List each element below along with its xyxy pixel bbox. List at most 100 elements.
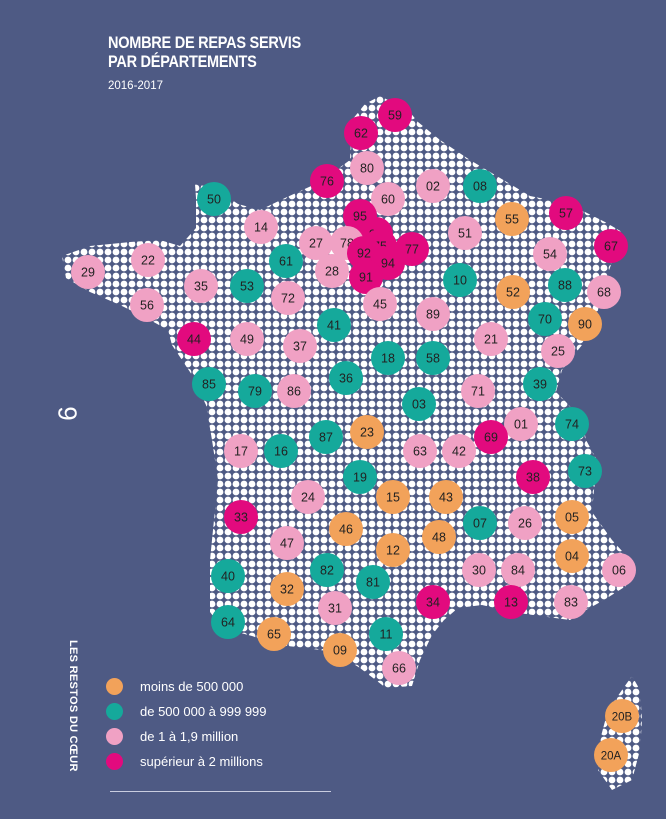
title-line-1: NOMBRE DE REPAS SERVIS	[108, 34, 301, 52]
department-marker-46: 46	[329, 512, 363, 546]
department-circle-32	[270, 572, 304, 606]
department-code-28: 28	[325, 265, 339, 279]
department-marker-73: 73	[568, 454, 602, 488]
department-code-20A: 20A	[601, 751, 622, 763]
department-code-70: 70	[538, 313, 552, 327]
department-marker-51: 51	[448, 216, 482, 250]
legend-label-pink: de 1 à 1,9 million	[140, 728, 239, 744]
department-code-17: 17	[234, 445, 248, 459]
department-circle-06	[602, 553, 636, 587]
department-circle-80	[350, 151, 384, 185]
department-circle-34	[416, 585, 450, 619]
department-circle-13	[494, 585, 528, 619]
department-circle-64	[211, 605, 245, 639]
department-marker-41: 41	[317, 308, 351, 342]
department-code-21: 21	[484, 333, 498, 347]
department-circle-20A	[594, 738, 628, 772]
department-circle-46	[329, 512, 363, 546]
department-marker-30: 30	[462, 553, 496, 587]
department-marker-08: 08	[463, 169, 497, 203]
department-code-67: 67	[604, 240, 618, 254]
department-marker-02: 02	[416, 169, 450, 203]
department-marker-54: 54	[533, 237, 567, 271]
department-circle-68	[587, 275, 621, 309]
legend-item-pink: de 1 à 1,9 million	[106, 726, 238, 746]
department-circle-85	[192, 367, 226, 401]
department-code-77: 77	[405, 243, 419, 257]
department-marker-35: 35	[184, 269, 218, 303]
department-circle-28	[315, 254, 349, 288]
department-code-57: 57	[559, 207, 573, 221]
department-code-86: 86	[287, 385, 301, 399]
department-circle-04	[555, 539, 589, 573]
department-circle-03	[402, 387, 436, 421]
department-markers: 5962807602086050149593277875929477515557…	[71, 98, 639, 772]
department-marker-24: 24	[291, 480, 325, 514]
department-circle-83	[554, 585, 588, 619]
department-code-56: 56	[140, 299, 154, 313]
department-code-81: 81	[366, 576, 380, 590]
department-code-84: 84	[511, 564, 525, 578]
department-code-71: 71	[471, 385, 485, 399]
department-code-43: 43	[439, 491, 453, 505]
department-circle-26	[508, 506, 542, 540]
department-circle-09	[323, 633, 357, 667]
department-code-31: 31	[328, 602, 342, 616]
map-subtitle: 2016-2017	[108, 80, 163, 92]
department-marker-56: 56	[130, 288, 164, 322]
department-code-90: 90	[578, 318, 592, 332]
department-circle-37	[283, 329, 317, 363]
legend-item-orange: moins de 500 000	[106, 676, 243, 696]
department-circle-24	[291, 480, 325, 514]
department-circle-57	[549, 196, 583, 230]
department-circle-22	[131, 243, 165, 277]
department-code-73: 73	[578, 465, 592, 479]
department-circle-79	[238, 374, 272, 408]
department-code-27: 27	[309, 237, 323, 251]
department-circle-52	[496, 275, 530, 309]
department-code-55: 55	[505, 213, 519, 227]
department-marker-32: 32	[270, 572, 304, 606]
department-marker-64: 64	[211, 605, 245, 639]
department-code-10: 10	[453, 274, 467, 288]
department-marker-72: 72	[271, 281, 305, 315]
department-marker-55: 55	[495, 202, 529, 236]
department-circle-70	[528, 302, 562, 336]
department-marker-68: 68	[587, 275, 621, 309]
department-circle-51	[448, 216, 482, 250]
department-marker-37: 37	[283, 329, 317, 363]
department-circle-67	[594, 229, 628, 263]
department-marker-76: 76	[310, 164, 344, 198]
department-code-37: 37	[293, 340, 307, 354]
department-marker-40: 40	[211, 559, 245, 593]
department-circle-11	[369, 617, 403, 651]
department-code-44: 44	[187, 333, 201, 347]
department-circle-08	[463, 169, 497, 203]
department-code-07: 07	[473, 517, 487, 531]
department-circle-59	[378, 98, 412, 132]
department-code-74: 74	[565, 418, 579, 432]
department-code-87: 87	[319, 431, 333, 445]
department-circle-17	[224, 434, 258, 468]
department-marker-11: 11	[369, 617, 403, 651]
department-circle-77	[395, 232, 429, 266]
department-marker-83: 83	[554, 585, 588, 619]
legend-item-magenta: supérieur à 2 millions	[106, 751, 263, 771]
department-circle-76	[310, 164, 344, 198]
legend-label-orange: moins de 500 000	[140, 678, 244, 694]
department-marker-88: 88	[548, 268, 582, 302]
department-circle-05	[555, 500, 589, 534]
divider-rule	[110, 791, 331, 792]
department-marker-63: 63	[403, 434, 437, 468]
department-circle-60	[371, 182, 405, 216]
department-code-83: 83	[564, 596, 578, 610]
department-circle-71	[461, 374, 495, 408]
department-code-46: 46	[339, 523, 353, 537]
department-circle-72	[271, 281, 305, 315]
department-code-16: 16	[274, 445, 288, 459]
department-marker-20B: 20B	[605, 699, 639, 733]
department-marker-66: 66	[382, 651, 416, 685]
department-marker-70: 70	[528, 302, 562, 336]
department-circle-36	[329, 361, 363, 395]
department-marker-43: 43	[429, 480, 463, 514]
